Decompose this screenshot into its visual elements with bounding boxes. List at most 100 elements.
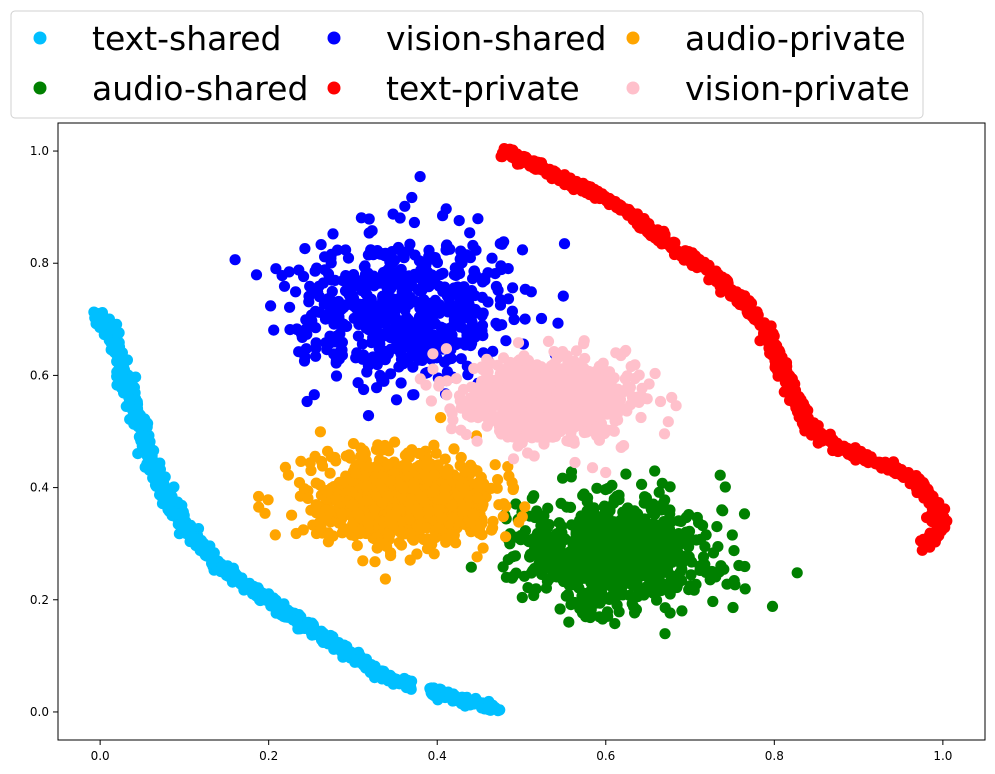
data-point bbox=[690, 257, 702, 270]
data-point bbox=[302, 492, 314, 504]
data-point bbox=[759, 317, 771, 330]
data-point bbox=[570, 345, 583, 357]
data-point bbox=[585, 185, 597, 197]
data-point bbox=[727, 601, 739, 614]
data-point bbox=[447, 511, 459, 524]
data-point bbox=[892, 468, 904, 480]
data-point bbox=[409, 325, 421, 338]
data-point bbox=[507, 431, 519, 443]
data-point bbox=[651, 545, 663, 557]
data-point bbox=[338, 522, 350, 534]
data-point bbox=[198, 538, 210, 550]
data-point bbox=[437, 285, 449, 297]
data-point bbox=[359, 260, 371, 272]
data-point bbox=[423, 244, 435, 256]
data-point bbox=[577, 525, 589, 537]
data-point bbox=[683, 525, 696, 537]
data-point bbox=[362, 410, 375, 422]
data-point bbox=[618, 527, 630, 540]
data-point bbox=[476, 291, 488, 303]
data-point bbox=[628, 505, 641, 517]
data-point bbox=[510, 498, 522, 510]
data-point bbox=[502, 461, 514, 473]
data-point bbox=[369, 556, 381, 568]
data-point bbox=[308, 389, 320, 401]
data-point bbox=[525, 286, 537, 298]
data-point bbox=[772, 362, 785, 374]
data-point bbox=[528, 589, 540, 602]
data-point bbox=[299, 351, 311, 363]
data-point bbox=[379, 573, 391, 585]
data-point bbox=[382, 490, 394, 502]
data-point bbox=[413, 508, 425, 520]
data-point bbox=[366, 664, 378, 676]
series-vision-shared bbox=[229, 171, 594, 422]
data-point bbox=[528, 490, 540, 502]
data-point bbox=[355, 276, 367, 288]
data-point bbox=[474, 406, 486, 418]
data-point bbox=[503, 470, 515, 482]
data-point bbox=[439, 492, 451, 504]
data-point bbox=[489, 459, 501, 471]
data-point bbox=[608, 425, 620, 437]
data-point bbox=[361, 495, 373, 507]
data-point bbox=[455, 245, 467, 257]
data-point bbox=[413, 447, 425, 460]
data-point bbox=[491, 359, 504, 371]
data-point bbox=[490, 280, 502, 293]
series-vision-private bbox=[414, 335, 682, 479]
data-point bbox=[397, 325, 409, 337]
data-point bbox=[347, 499, 359, 511]
data-point bbox=[557, 290, 569, 302]
data-point bbox=[598, 556, 611, 568]
data-point bbox=[298, 483, 310, 495]
data-point bbox=[322, 536, 334, 548]
data-point bbox=[370, 490, 382, 502]
data-point bbox=[518, 432, 530, 444]
data-point bbox=[402, 244, 415, 256]
data-point bbox=[483, 695, 495, 708]
data-point bbox=[395, 377, 407, 389]
data-point bbox=[601, 566, 613, 578]
data-point bbox=[383, 530, 395, 542]
data-point bbox=[714, 469, 726, 481]
data-point bbox=[115, 367, 127, 379]
data-point bbox=[328, 318, 340, 330]
data-point bbox=[375, 478, 387, 490]
data-point bbox=[565, 466, 578, 478]
data-point bbox=[429, 484, 441, 496]
data-point bbox=[402, 461, 414, 473]
data-point bbox=[738, 508, 751, 520]
data-point bbox=[465, 340, 477, 352]
data-point bbox=[383, 445, 395, 457]
data-point bbox=[265, 600, 277, 612]
data-point bbox=[451, 318, 464, 330]
data-point bbox=[433, 504, 445, 516]
data-point bbox=[341, 299, 353, 311]
data-point bbox=[584, 507, 596, 519]
data-point bbox=[392, 241, 404, 254]
data-point bbox=[315, 522, 327, 534]
data-point bbox=[315, 239, 327, 251]
data-point bbox=[357, 555, 369, 567]
data-point bbox=[747, 307, 759, 319]
data-point bbox=[393, 536, 405, 549]
data-point bbox=[516, 353, 528, 366]
data-point bbox=[322, 293, 334, 305]
data-point bbox=[367, 303, 380, 315]
data-point bbox=[143, 451, 155, 463]
data-point bbox=[453, 215, 465, 227]
data-point bbox=[608, 493, 620, 505]
data-point bbox=[330, 370, 343, 382]
data-point bbox=[932, 520, 944, 532]
data-point bbox=[487, 522, 499, 534]
data-point bbox=[557, 472, 569, 484]
data-point bbox=[454, 253, 466, 265]
data-point bbox=[490, 317, 502, 329]
data-point bbox=[469, 387, 481, 399]
data-point bbox=[507, 453, 520, 465]
data-point bbox=[365, 244, 377, 256]
data-point bbox=[429, 294, 441, 306]
data-point bbox=[413, 311, 426, 323]
